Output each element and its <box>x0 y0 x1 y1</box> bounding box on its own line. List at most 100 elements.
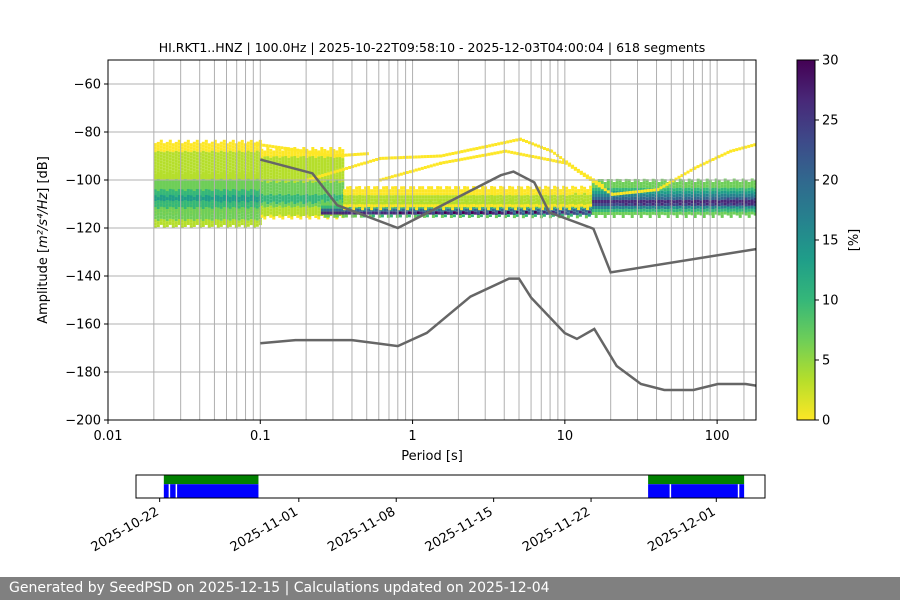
heatmap-cell <box>445 186 449 190</box>
heatmap-cell <box>744 191 748 195</box>
heatmap-cell <box>520 195 524 199</box>
heatmap-cell <box>305 154 309 158</box>
heatmap-cell <box>275 195 279 199</box>
heatmap-cell <box>311 153 315 156</box>
heatmap-cell <box>275 189 279 193</box>
heatmap-cell <box>732 148 736 152</box>
heatmap-cell <box>231 201 235 204</box>
heatmap-cell <box>189 201 193 205</box>
heatmap-cell <box>156 215 160 219</box>
heatmap-cell <box>246 153 250 157</box>
heatmap-cell <box>204 174 208 177</box>
heatmap-cell <box>714 184 718 188</box>
heatmap-cell <box>609 185 613 189</box>
heatmap-cell <box>159 197 163 201</box>
heatmap-cell <box>192 173 196 176</box>
heatmap-cell <box>519 152 523 156</box>
heatmap-cell <box>213 148 217 152</box>
heatmap-cell <box>672 206 676 210</box>
heatmap-cell <box>281 150 285 154</box>
heatmap-cell <box>332 154 336 158</box>
heatmap-cell <box>409 192 413 196</box>
heatmap-cell <box>156 165 160 169</box>
heatmap-cell <box>177 160 181 164</box>
heatmap-cell <box>272 210 276 214</box>
heatmap-cell <box>293 148 297 152</box>
heatmap-cell <box>314 191 318 194</box>
heatmap-cell <box>156 206 160 210</box>
heatmap-cell <box>326 180 330 184</box>
heatmap-cell <box>720 202 724 206</box>
heatmap-cell <box>189 225 193 229</box>
heatmap-cell <box>204 198 208 201</box>
heatmap-cell <box>475 189 479 193</box>
heatmap-cell <box>165 209 169 213</box>
heatmap-cell <box>290 198 294 202</box>
heatmap-cell <box>296 160 300 164</box>
heatmap-cell <box>454 195 458 199</box>
heatmap-cell <box>542 207 546 211</box>
heatmap-cell <box>562 188 566 192</box>
heatmap-cell <box>317 171 321 175</box>
heatmap-cell <box>705 211 709 215</box>
heatmap-cell <box>198 195 202 199</box>
heatmap-cell <box>308 156 312 160</box>
heatmap-cell <box>269 175 273 179</box>
heatmap-cell <box>255 217 259 221</box>
heatmap-cell <box>338 165 342 168</box>
heatmap-cell <box>284 168 288 171</box>
heatmap-cell <box>183 194 187 197</box>
heatmap-cell <box>633 199 637 203</box>
heatmap-cell <box>180 189 184 193</box>
heatmap-cell <box>189 192 193 196</box>
heatmap-cell <box>299 153 303 157</box>
heatmap-cell <box>210 153 214 157</box>
heatmap-cell <box>263 195 267 199</box>
heatmap-cell <box>526 197 530 201</box>
heatmap-cell <box>168 206 172 210</box>
heatmap-cell <box>532 204 536 208</box>
heatmap-cell <box>657 206 661 209</box>
heatmap-cell <box>674 177 678 181</box>
heatmap-cell <box>159 142 163 146</box>
heatmap-cell <box>159 209 163 213</box>
heatmap-cell <box>311 189 315 192</box>
heatmap-cell <box>379 195 383 199</box>
heatmap-cell <box>266 204 270 208</box>
heatmap-cell <box>275 174 279 178</box>
heatmap-cell <box>666 203 670 206</box>
heatmap-cell <box>528 141 531 145</box>
heatmap-cell <box>329 165 333 168</box>
heatmap-cell <box>589 188 593 192</box>
heatmap-cell <box>186 210 190 213</box>
heatmap-cell <box>374 211 378 215</box>
heatmap-cell <box>326 186 330 190</box>
heatmap-cell <box>237 208 241 212</box>
heatmap-cell <box>684 188 688 191</box>
heatmap-cell <box>165 182 169 186</box>
heatmap-cell <box>469 201 473 205</box>
heatmap-cell <box>287 193 291 197</box>
heatmap-cell <box>204 177 208 180</box>
heatmap-cell <box>361 195 365 199</box>
heatmap-cell <box>252 222 256 226</box>
heatmap-cell <box>183 224 187 227</box>
heatmap-cell <box>726 150 730 154</box>
heatmap-cell <box>240 186 244 190</box>
heatmap-cell <box>603 203 607 206</box>
heatmap-cell <box>663 197 667 201</box>
heatmap-cell <box>648 200 652 203</box>
heatmap-cell <box>580 191 584 195</box>
heatmap-cell <box>266 213 270 217</box>
heatmap-cell <box>275 153 279 157</box>
heatmap-cell <box>648 185 652 188</box>
heatmap-cell <box>177 189 181 192</box>
heatmap-cell <box>255 165 259 169</box>
heatmap-cell <box>392 211 396 215</box>
heatmap-cell <box>606 200 610 203</box>
heatmap-cell <box>421 195 425 199</box>
heatmap-cell <box>338 154 342 158</box>
heatmap-cell <box>451 152 455 155</box>
heatmap-cell <box>299 186 303 190</box>
heatmap-cell <box>219 144 223 148</box>
